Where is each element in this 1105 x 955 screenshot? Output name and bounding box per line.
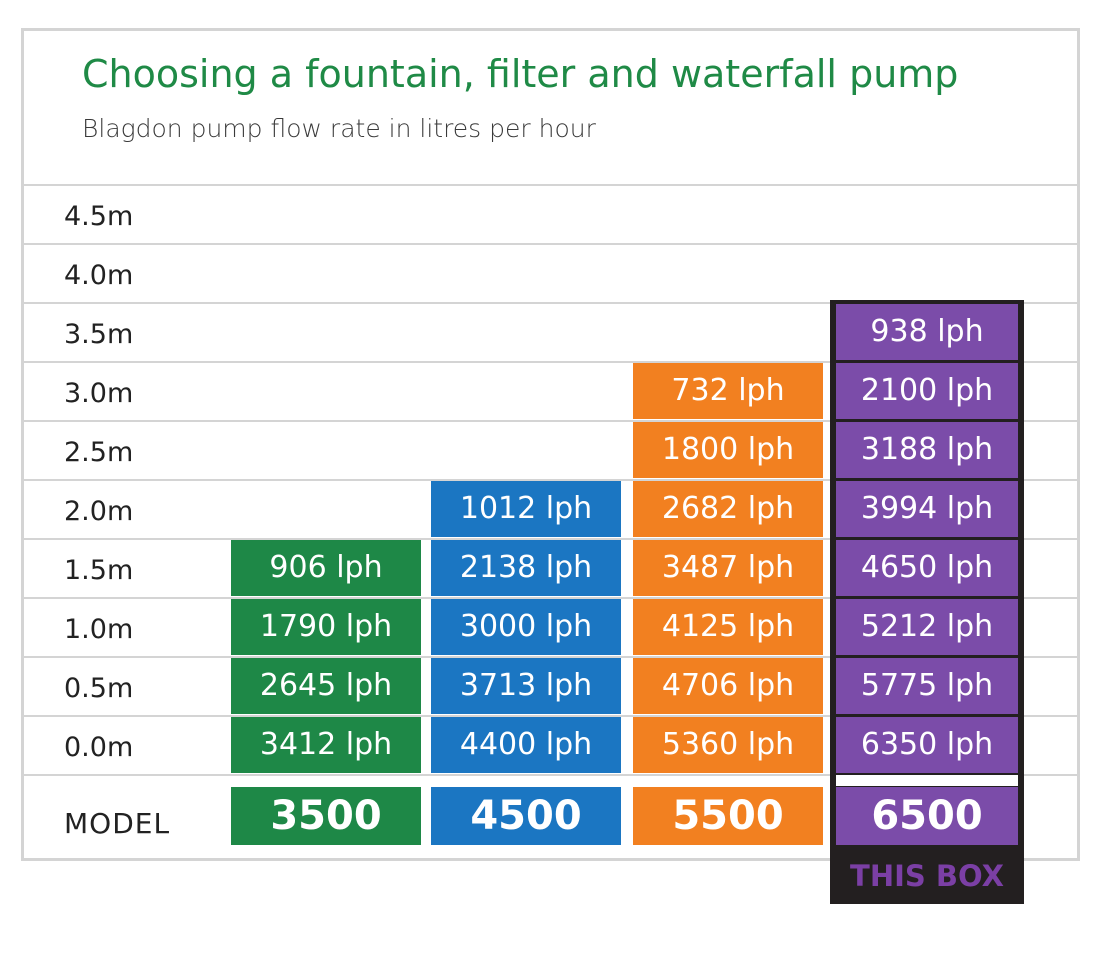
grid-line bbox=[24, 597, 1077, 599]
model-box-4500: 4500 bbox=[431, 787, 621, 845]
grid-line bbox=[24, 184, 1077, 186]
grid-line bbox=[24, 420, 1077, 422]
flow-rate-cell-6500: 938 lph bbox=[836, 304, 1018, 360]
height-label: 4.5m bbox=[64, 201, 134, 232]
flow-rate-cell-6500: 2100 lph bbox=[836, 363, 1018, 419]
flow-rate-cell-3500: 906 lph bbox=[231, 540, 421, 596]
grid-line bbox=[24, 479, 1077, 481]
grid-line bbox=[24, 774, 1077, 776]
flow-rate-cell-5500: 3487 lph bbox=[633, 540, 823, 596]
height-label: 1.5m bbox=[64, 555, 134, 586]
grid-line bbox=[24, 538, 1077, 540]
this-box-label: THIS BOX bbox=[850, 859, 1004, 893]
height-label: 2.0m bbox=[64, 496, 134, 527]
highlight-separator bbox=[836, 775, 1018, 786]
chart-subtitle: Blagdon pump flow rate in litres per hou… bbox=[82, 114, 596, 143]
height-label: 3.5m bbox=[64, 319, 134, 350]
flow-rate-cell-6500: 5775 lph bbox=[836, 658, 1018, 714]
flow-rate-cell-6500: 3188 lph bbox=[836, 422, 1018, 478]
height-label: 0.0m bbox=[64, 732, 134, 763]
flow-rate-cell-4500: 1012 lph bbox=[431, 481, 621, 537]
model-box-5500: 5500 bbox=[633, 787, 823, 845]
flow-rate-cell-4500: 2138 lph bbox=[431, 540, 621, 596]
flow-rate-cell-5500: 5360 lph bbox=[633, 717, 823, 773]
flow-rate-cell-5500: 732 lph bbox=[633, 363, 823, 419]
flow-rate-cell-3500: 3412 lph bbox=[231, 717, 421, 773]
height-label: 2.5m bbox=[64, 437, 134, 468]
grid-line bbox=[24, 243, 1077, 245]
flow-rate-cell-6500: 4650 lph bbox=[836, 540, 1018, 596]
flow-rate-cell-4500: 3000 lph bbox=[431, 599, 621, 655]
flow-rate-cell-6500: 3994 lph bbox=[836, 481, 1018, 537]
height-label: 1.0m bbox=[64, 614, 134, 645]
grid-line bbox=[24, 302, 1077, 304]
grid-line bbox=[24, 715, 1077, 717]
flow-rate-cell-4500: 4400 lph bbox=[431, 717, 621, 773]
flow-rate-cell-5500: 4706 lph bbox=[633, 658, 823, 714]
flow-rate-cell-3500: 2645 lph bbox=[231, 658, 421, 714]
model-box-3500: 3500 bbox=[231, 787, 421, 845]
height-label: 4.0m bbox=[64, 260, 134, 291]
flow-rate-cell-5500: 4125 lph bbox=[633, 599, 823, 655]
flow-rate-cell-5500: 2682 lph bbox=[633, 481, 823, 537]
flow-rate-cell-4500: 3713 lph bbox=[431, 658, 621, 714]
grid-line bbox=[24, 656, 1077, 658]
flow-rate-cell-3500: 1790 lph bbox=[231, 599, 421, 655]
flow-rate-cell-6500: 5212 lph bbox=[836, 599, 1018, 655]
grid-line bbox=[24, 361, 1077, 363]
height-label: 3.0m bbox=[64, 378, 134, 409]
flow-rate-cell-6500: 6350 lph bbox=[836, 717, 1018, 773]
model-label: MODEL bbox=[64, 807, 171, 840]
flow-rate-cell-5500: 1800 lph bbox=[633, 422, 823, 478]
height-label: 0.5m bbox=[64, 673, 134, 704]
chart-title: Choosing a fountain, filter and waterfal… bbox=[82, 52, 959, 96]
model-box-6500: 6500 bbox=[836, 787, 1018, 845]
